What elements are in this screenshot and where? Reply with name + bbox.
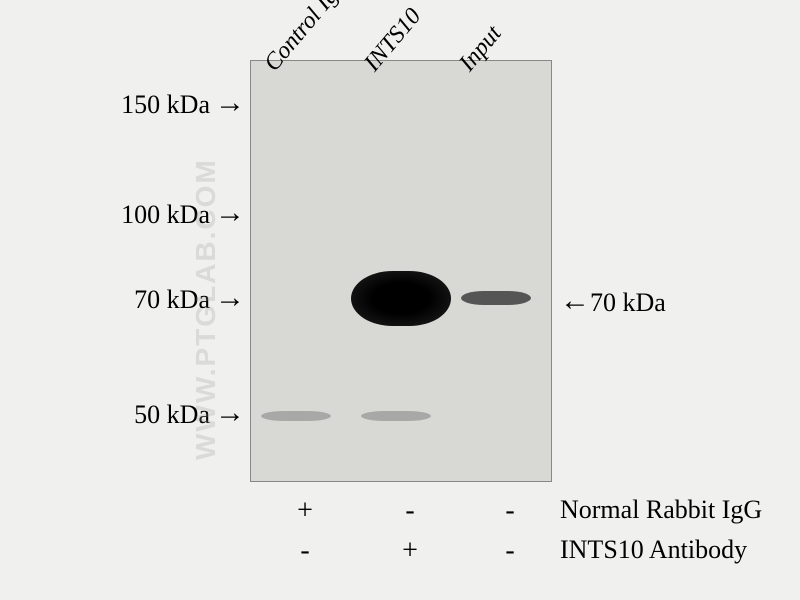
pm-0-1: - (395, 495, 425, 527)
band-faint-control (261, 411, 331, 421)
pm-1-0: - (290, 535, 320, 567)
band-input (461, 291, 531, 305)
pm-1-1: + (395, 535, 425, 567)
arrow-right-marker: ← (560, 286, 590, 316)
watermark-text: WWW.PTGLAB.COM (190, 158, 222, 460)
marker-label-0: 150 kDa (100, 90, 210, 120)
right-marker-label: 70 kDa (590, 288, 666, 318)
pm-0-0: + (290, 495, 320, 527)
pm-0-2: - (495, 495, 525, 527)
band-faint-ints10 (361, 411, 431, 421)
band-ints10-main (351, 271, 451, 326)
row-label-1: INTS10 Antibody (560, 535, 747, 565)
pm-1-2: - (495, 535, 525, 567)
row-label-0: Normal Rabbit IgG (560, 495, 762, 525)
blot-membrane (250, 60, 552, 482)
marker-arrow-0: → (215, 88, 245, 118)
